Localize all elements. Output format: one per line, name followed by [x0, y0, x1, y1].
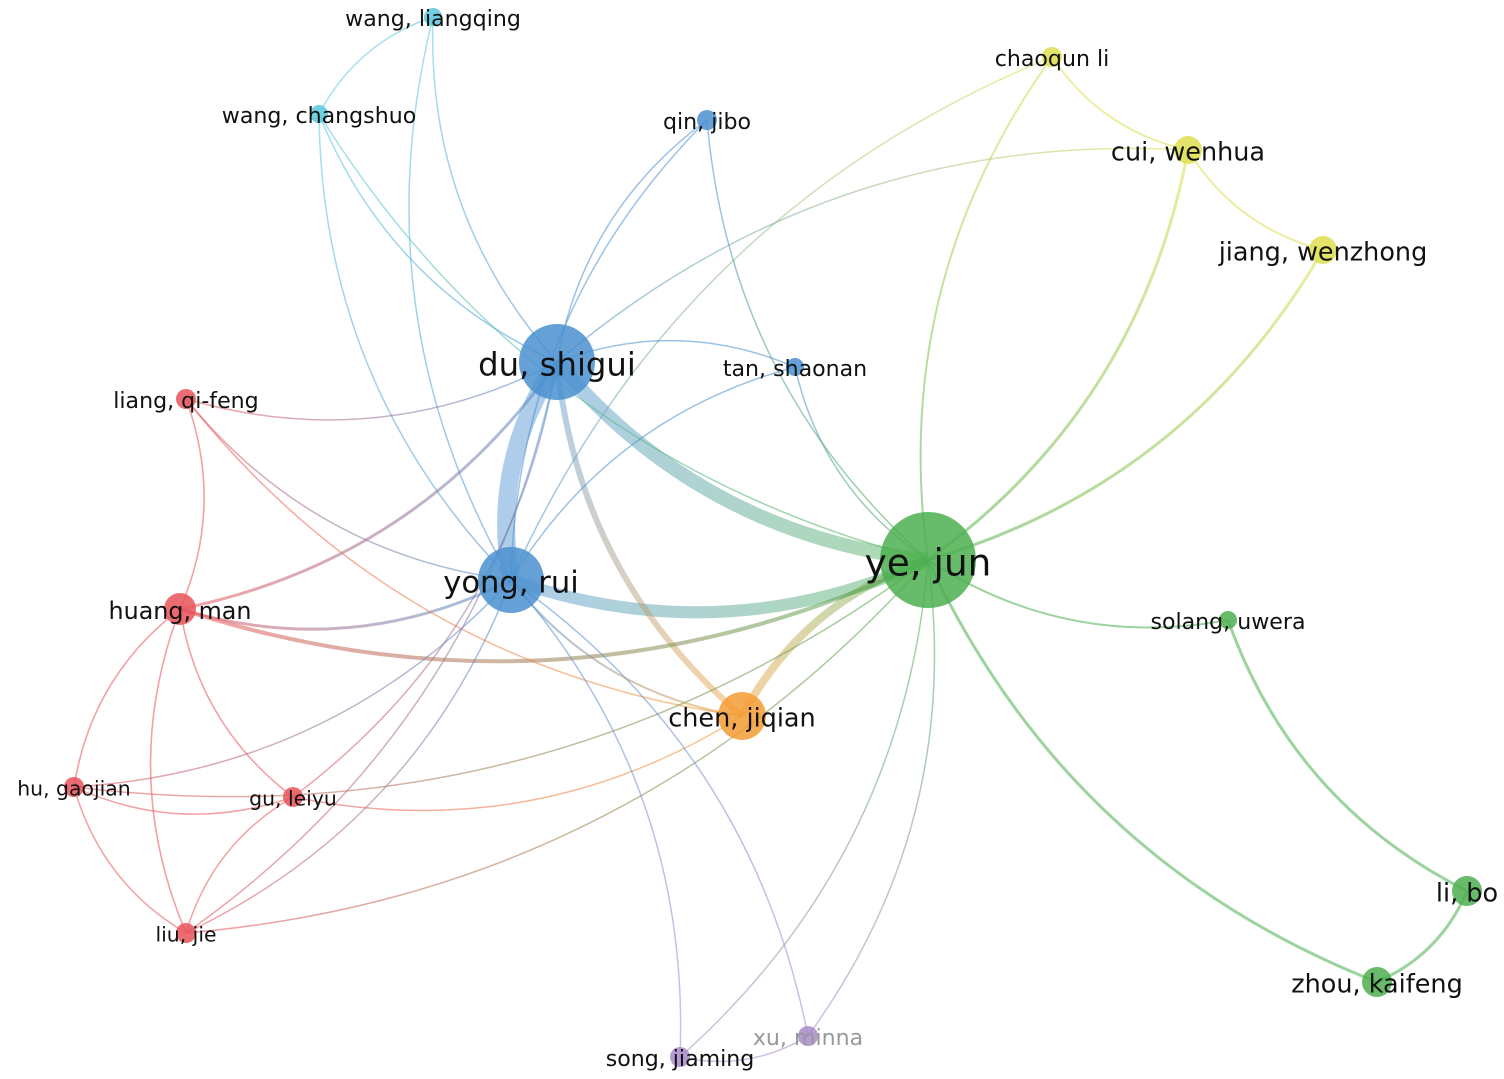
link-du-chen[interactable]: [554, 361, 744, 719]
node-label-qin[interactable]: qin, jibo: [663, 109, 751, 135]
node-cui[interactable]: [1174, 136, 1202, 164]
node-xu[interactable]: [798, 1026, 818, 1046]
node-label-cui[interactable]: cui, wenhua: [1111, 138, 1265, 168]
link-huang-ye[interactable]: [179, 558, 929, 664]
link-gu-liu[interactable]: [185, 796, 294, 934]
link-wangc-ye[interactable]: [318, 113, 929, 561]
link-du-ye[interactable]: [551, 357, 929, 567]
link-song-xu[interactable]: [679, 1035, 809, 1063]
node-label-liu[interactable]: liu, jie: [155, 922, 216, 946]
node-label-chaoqun[interactable]: chaoqun li: [995, 46, 1110, 72]
link-zhou-libo[interactable]: [1376, 890, 1469, 984]
node-label-hu[interactable]: hu, gaojian: [17, 776, 130, 800]
node-label-tan[interactable]: tan, shaonan: [723, 356, 867, 382]
link-hu-liu[interactable]: [73, 786, 187, 934]
labels-layer: du, shigui ye, jun yong, rui chen, jiqian hu…: [17, 6, 1498, 1072]
node-qin[interactable]: [697, 110, 717, 130]
link-hu-gu[interactable]: [73, 786, 294, 815]
link-song-yong[interactable]: [510, 579, 682, 1058]
link-xu-ye[interactable]: [807, 559, 936, 1037]
node-chaoqun[interactable]: [1042, 47, 1062, 67]
node-yong[interactable]: [478, 547, 544, 613]
link-huang-gu[interactable]: [179, 608, 294, 798]
node-label-liang[interactable]: liang, qi-feng: [113, 388, 258, 414]
nodes-layer: [64, 8, 1482, 1067]
node-label-yong[interactable]: yong, rui: [443, 566, 579, 601]
node-jiang[interactable]: [1309, 236, 1337, 264]
node-hu[interactable]: [64, 777, 84, 797]
node-label-zhou[interactable]: zhou, kaifeng: [1291, 970, 1463, 1000]
link-solang-libo[interactable]: [1226, 619, 1468, 893]
node-label-song[interactable]: song, jiaming: [606, 1046, 755, 1072]
link-hu-ye[interactable]: [73, 559, 929, 798]
node-label-ye[interactable]: ye, jun: [865, 540, 992, 584]
link-qin-du[interactable]: [556, 119, 708, 363]
link-tan-yong[interactable]: [510, 366, 796, 581]
link-wangc-du[interactable]: [318, 113, 558, 363]
link-song-ye[interactable]: [679, 559, 929, 1058]
link-huang-yong[interactable]: [179, 578, 512, 631]
link-huang-liang[interactable]: [179, 398, 205, 610]
link-wangl-yong[interactable]: [408, 16, 512, 581]
node-liu[interactable]: [176, 923, 196, 943]
node-zhou[interactable]: [1362, 967, 1392, 997]
link-huang-du[interactable]: [179, 361, 559, 611]
node-label-xu[interactable]: xu, minna: [753, 1025, 863, 1051]
node-chen[interactable]: [718, 692, 766, 740]
link-qin-ye[interactable]: [706, 119, 929, 561]
link-liu-ye[interactable]: [185, 559, 929, 934]
node-label-solang[interactable]: solang, uwera: [1150, 609, 1305, 635]
node-du[interactable]: [519, 324, 595, 400]
link-wangc-yong[interactable]: [318, 113, 512, 581]
links-layer: [73, 16, 1469, 1063]
link-yong-chen[interactable]: [510, 579, 743, 717]
node-liang[interactable]: [176, 389, 196, 409]
link-chaoqun-ye[interactable]: [919, 56, 1053, 561]
link-liang-chen[interactable]: [185, 398, 743, 717]
node-label-wangc[interactable]: wang, changshuo: [222, 103, 416, 129]
link-chaoqun-yong[interactable]: [510, 56, 1053, 581]
link-xu-yong[interactable]: [510, 579, 809, 1037]
link-chaoqun-cui[interactable]: [1051, 56, 1189, 151]
node-solang[interactable]: [1219, 611, 1237, 629]
link-gu-du[interactable]: [292, 361, 558, 798]
node-label-wangl[interactable]: wang, liangqing: [345, 6, 521, 32]
node-huang[interactable]: [164, 593, 196, 625]
link-liang-yong[interactable]: [185, 398, 512, 581]
node-label-du[interactable]: du, shigui: [478, 345, 636, 383]
node-gu[interactable]: [283, 787, 303, 807]
link-hu-yong[interactable]: [73, 579, 512, 788]
link-wangl-du[interactable]: [431, 16, 558, 363]
node-label-libo[interactable]: li, bo: [1436, 879, 1498, 909]
node-label-gu[interactable]: gu, leiyu: [249, 786, 337, 810]
link-liu-du[interactable]: [185, 361, 558, 934]
link-ye-zhou[interactable]: [926, 559, 1378, 984]
node-tan[interactable]: [786, 358, 804, 376]
node-label-chen[interactable]: chen, jiqian: [668, 704, 815, 734]
link-huang-hu[interactable]: [73, 608, 181, 788]
node-label-huang[interactable]: huang, man: [109, 597, 252, 625]
link-wangl-wangc[interactable]: [318, 16, 434, 115]
link-cui-du[interactable]: [556, 147, 1189, 363]
node-label-jiang[interactable]: jiang, wenzhong: [1218, 238, 1428, 268]
node-wangc[interactable]: [310, 105, 328, 123]
link-liang-du[interactable]: [185, 361, 558, 421]
link-ye-cui[interactable]: [927, 149, 1190, 562]
node-ye[interactable]: [880, 512, 976, 608]
link-cui-jiang[interactable]: [1187, 149, 1324, 251]
link-liu-yong[interactable]: [185, 579, 512, 934]
link-huang-liu[interactable]: [149, 608, 187, 934]
node-wangl[interactable]: [424, 8, 442, 26]
link-ye-jiang[interactable]: [927, 249, 1325, 562]
node-song[interactable]: [670, 1047, 690, 1067]
node-libo[interactable]: [1452, 876, 1482, 906]
